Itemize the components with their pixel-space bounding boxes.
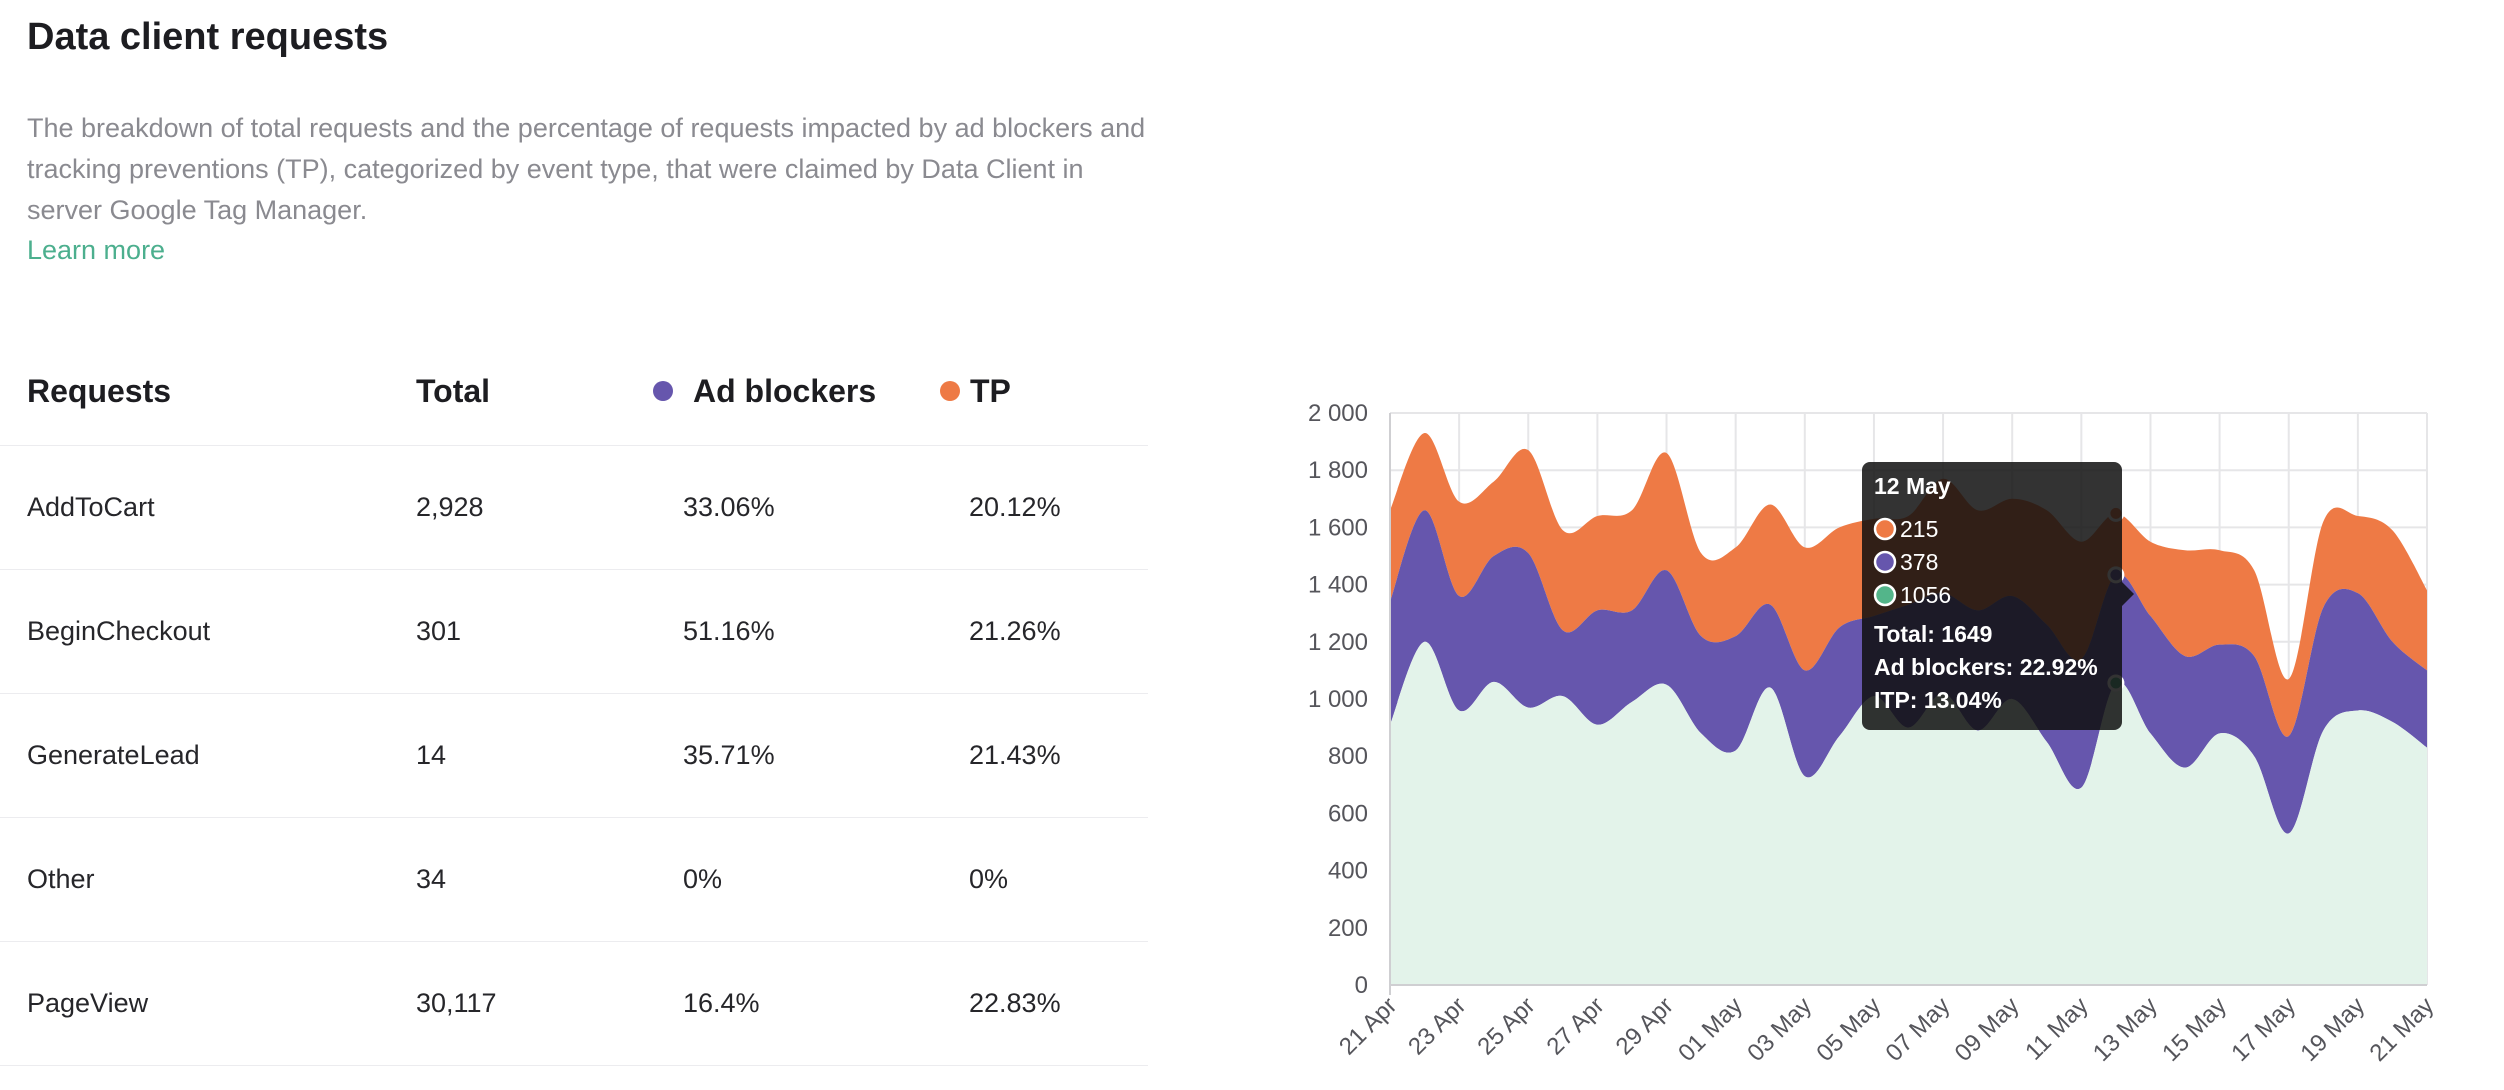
base-series-area[interactable] <box>1390 641 2427 985</box>
tooltip-box <box>1862 462 2122 730</box>
x-tick-label: 17 May <box>2226 992 2301 1067</box>
tooltip-ad-blockers: Ad blockers: 22.92% <box>1874 654 2098 680</box>
x-tick-label: 29 Apr <box>1611 992 1679 1060</box>
header-ad-blockers[interactable]: Ad blockers <box>653 355 876 427</box>
x-tick-label: 19 May <box>2295 992 2370 1067</box>
x-tick-label: 01 May <box>1673 992 1748 1067</box>
row-ad-blockers: 35.71% <box>683 740 775 770</box>
x-tick-label: 11 May <box>2020 992 2093 1065</box>
x-tick-label: 27 Apr <box>1541 992 1609 1060</box>
tooltip-swatch-icon <box>1873 583 1897 607</box>
x-tick-label: 05 May <box>1811 992 1886 1067</box>
table-row: BeginCheckout 301 51.16% 21.26% <box>0 570 1148 694</box>
row-tp: 21.43% <box>969 740 1061 770</box>
table-row: AddToCart 2,928 33.06% 20.12% <box>0 446 1148 570</box>
y-tick-label: 1 000 <box>1308 686 1368 713</box>
y-tick-label: 1 200 <box>1308 629 1368 656</box>
x-tick-label: 13 May <box>2088 992 2163 1067</box>
y-tick-label: 1 800 <box>1308 457 1368 484</box>
row-name: PageView <box>27 988 149 1018</box>
row-name: GenerateLead <box>27 740 200 770</box>
x-tick-label: 21 May <box>2364 992 2439 1067</box>
y-tick-label: 1 600 <box>1308 514 1368 541</box>
header-ad-blockers-label: Ad blockers <box>693 373 877 409</box>
tooltip-value: 1056 <box>1900 582 1951 608</box>
header-tp[interactable]: TP <box>940 355 1011 427</box>
row-ad-blockers: 16.4% <box>683 988 760 1018</box>
page-description: The breakdown of total requests and the … <box>27 113 1146 225</box>
row-total: 30,117 <box>416 988 497 1018</box>
row-ad-blockers: 33.06% <box>683 492 775 522</box>
header-tp-label: TP <box>970 373 1011 409</box>
x-tick-label: 25 Apr <box>1472 992 1540 1060</box>
row-total: 2,928 <box>416 492 484 522</box>
tooltip-value: 378 <box>1900 549 1938 575</box>
row-tp: 0% <box>969 864 1009 894</box>
tooltip-total: Total: 1649 <box>1874 621 1992 647</box>
x-tick-label: 15 May <box>2157 992 2232 1067</box>
header-requests[interactable]: Requests <box>27 373 172 409</box>
x-tick-label: 23 Apr <box>1403 992 1471 1060</box>
learn-more-link[interactable]: Learn more <box>27 235 166 265</box>
row-name: AddToCart <box>27 492 155 522</box>
row-total: 34 <box>416 864 447 894</box>
tooltip-title: 12 May <box>1874 473 1951 499</box>
ad-blockers-dot-icon <box>653 380 673 401</box>
table-row: GenerateLead 14 35.71% 21.43% <box>0 694 1148 818</box>
x-tick-label: 03 May <box>1742 992 1817 1067</box>
tooltip-value: 215 <box>1900 516 1938 542</box>
tooltip-caret <box>2122 582 2134 606</box>
row-tp: 21.26% <box>969 616 1061 646</box>
tooltip-swatch-icon <box>1873 517 1897 541</box>
row-name: BeginCheckout <box>27 616 211 646</box>
x-tick-label: 21 Apr <box>1334 992 1402 1060</box>
tp-dot-icon <box>940 380 960 401</box>
header-total[interactable]: Total <box>416 373 491 409</box>
x-tick-label: 07 May <box>1881 992 1956 1067</box>
page-title: Data client requests <box>27 16 389 58</box>
y-tick-label: 1 400 <box>1308 572 1368 599</box>
table-row: PageView 30,117 16.4% 22.83% <box>0 942 1148 1066</box>
y-tick-label: 2 000 <box>1308 400 1368 427</box>
y-tick-label: 800 <box>1328 743 1368 770</box>
y-tick-label: 200 <box>1328 915 1368 942</box>
row-tp: 20.12% <box>969 492 1061 522</box>
x-tick-label: 09 May <box>1950 992 2025 1067</box>
tooltip-itp: ITP: 13.04% <box>1874 687 2002 713</box>
y-tick-label: 400 <box>1328 858 1368 885</box>
y-tick-label: 600 <box>1328 800 1368 827</box>
table-row: Other 34 0% 0% <box>0 818 1148 942</box>
row-name: Other <box>27 864 95 894</box>
row-total: 301 <box>416 616 462 646</box>
requests-table: Requests Total Ad blockers TP AddToCart … <box>0 355 1148 1066</box>
tooltip-swatch-icon <box>1873 550 1897 574</box>
row-total: 14 <box>416 740 447 770</box>
table-header: Requests Total Ad blockers TP <box>0 355 1148 446</box>
y-tick-label: 0 <box>1355 972 1368 999</box>
row-ad-blockers: 51.16% <box>683 616 775 646</box>
row-tp: 22.83% <box>969 988 1061 1018</box>
row-ad-blockers: 0% <box>683 864 723 894</box>
